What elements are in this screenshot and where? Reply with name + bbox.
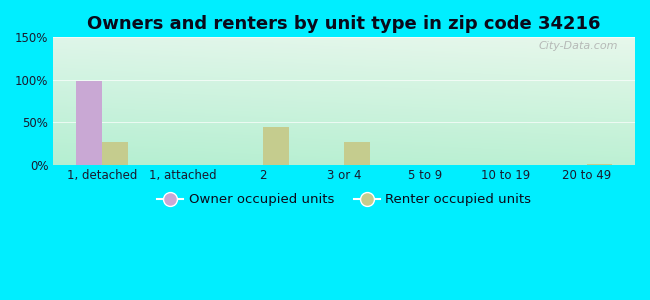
Bar (76, 81, 101, 165)
Bar (263, 127, 289, 165)
Title: Owners and renters by unit type in zip code 34216: Owners and renters by unit type in zip c… (87, 15, 601, 33)
Text: City-Data.com: City-Data.com (538, 41, 617, 51)
Bar (586, 164, 612, 165)
Bar (101, 142, 127, 165)
Legend: Owner occupied units, Renter occupied units: Owner occupied units, Renter occupied un… (151, 188, 537, 212)
Bar (344, 142, 370, 165)
